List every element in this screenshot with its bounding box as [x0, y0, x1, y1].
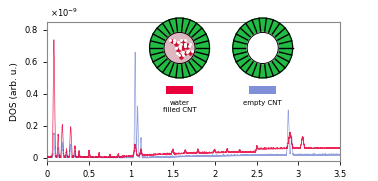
Circle shape [164, 32, 195, 64]
Y-axis label: DOS (arb. u.): DOS (arb. u.) [11, 62, 19, 121]
Circle shape [247, 32, 278, 64]
Text: water
filled CNT: water filled CNT [163, 100, 196, 113]
Circle shape [233, 18, 293, 78]
FancyBboxPatch shape [249, 86, 276, 94]
Text: empty CNT: empty CNT [243, 100, 282, 106]
Circle shape [150, 18, 209, 78]
FancyBboxPatch shape [166, 86, 193, 94]
Text: $\times10^{-9}$: $\times10^{-9}$ [50, 7, 78, 19]
